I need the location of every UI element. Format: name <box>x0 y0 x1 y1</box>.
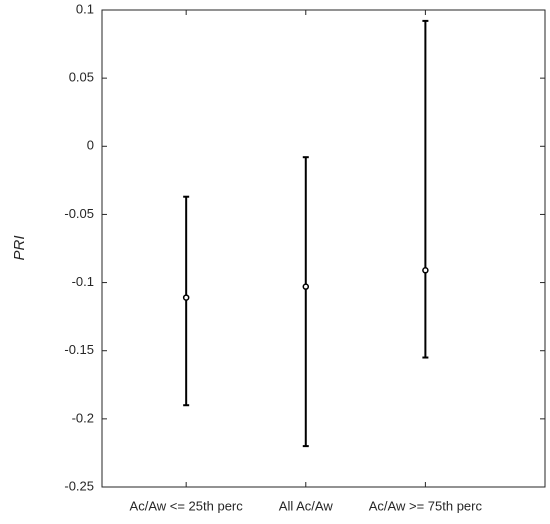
point <box>422 267 429 274</box>
y-tick-label: -0.25 <box>64 478 94 493</box>
x-tick-label: Ac/Aw >= 75th perc <box>369 498 483 513</box>
y-tick-label: 0.05 <box>69 70 94 85</box>
plot-frame <box>101 9 546 488</box>
y-axis-label: PRI <box>11 235 28 260</box>
y-tick-label: -0.2 <box>72 410 94 425</box>
y-tick-label: -0.05 <box>64 206 94 221</box>
x-tick-label: All Ac/Aw <box>279 498 334 513</box>
y-tick-label: 0 <box>87 138 94 153</box>
y-tick-label: -0.1 <box>72 274 94 289</box>
y-tick-label: 0.1 <box>76 1 94 16</box>
y-tick-label: -0.15 <box>64 342 94 357</box>
point <box>302 283 310 290</box>
point <box>182 294 190 301</box>
x-tick-label: Ac/Aw <= 25th perc <box>130 498 244 513</box>
